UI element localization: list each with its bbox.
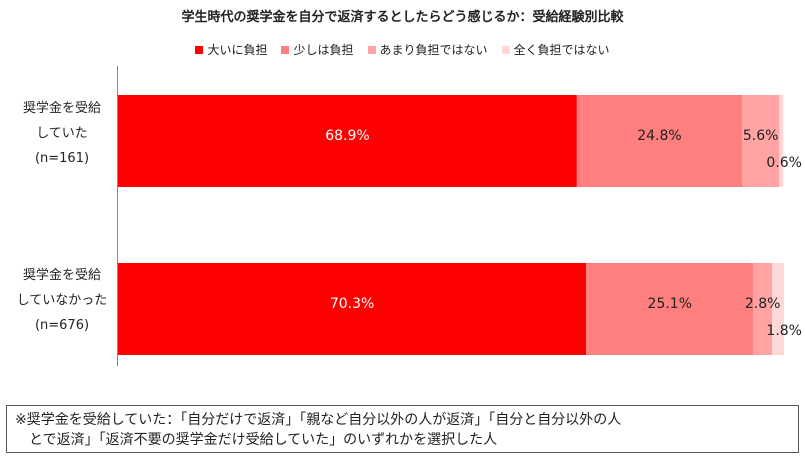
bar-segment-no-burden [779, 95, 784, 187]
data-label-heavy-burden: 70.3% [330, 296, 374, 312]
bar-segment-heavy-burden [118, 95, 577, 187]
chart-plot: 68.9% 24.8% 5.6% 0.6% 70.3% 25.1% 2.8% 1.8% [118, 95, 802, 355]
data-label-some-burden: 24.8% [637, 128, 681, 144]
chart-title: 学生時代の奨学金を自分で返済するとしたらどう感じるか：受給経験別比較 [181, 10, 624, 25]
category-label-line: していた [36, 126, 88, 141]
category-label-received: 奨学金を受給 していた (n=161) [8, 96, 116, 171]
data-label-little-burden: 5.6% [743, 128, 779, 144]
legend: 大いに負担 少しは負担 あまり負担ではない 全く負担ではない [0, 41, 805, 58]
bar-segment-heavy-burden [118, 263, 587, 355]
category-label-line: していなかった [16, 293, 108, 308]
legend-swatch [281, 45, 290, 54]
legend-swatch [501, 45, 510, 54]
legend-swatch [195, 45, 204, 54]
legend-label: 全く負担ではない [513, 43, 610, 57]
bar-segment-little-burden [742, 95, 780, 187]
legend-label: あまり負担ではない [379, 43, 488, 57]
legend-swatch [367, 45, 376, 54]
data-label-some-burden: 25.1% [648, 296, 692, 312]
category-label-not-received: 奨学金を受給 していなかった (n=676) [8, 263, 116, 338]
data-label-heavy-burden: 68.9% [325, 128, 369, 144]
category-label-line: 奨学金を受給 [22, 268, 101, 283]
category-axis-line [117, 66, 118, 366]
bar-segment-no-burden [772, 263, 784, 355]
footnote-line: ※奨学金を受給していた：「自分だけで返済」「親など自分以外の人が返済」「自分と自… [15, 412, 622, 428]
legend-label: 少しは負担 [293, 43, 354, 57]
footnote-line: とで返済」「返済不要の奨学金だけ受給していた」のいずれかを選択した人 [15, 432, 498, 448]
category-label-line: (n=161) [34, 151, 90, 166]
bar-segment-some-burden [586, 263, 754, 355]
legend-item-little-burden: あまり負担ではない [367, 41, 488, 58]
footnote-box: ※奨学金を受給していた：「自分だけで返済」「親など自分以外の人が返済」「自分と自… [6, 405, 799, 453]
category-label-line: 奨学金を受給 [22, 101, 101, 116]
category-label-line: (n=676) [34, 318, 90, 333]
legend-label: 大いに負担 [207, 43, 268, 57]
bar-segment-little-burden [753, 263, 773, 355]
data-label-no-burden: 0.6% [766, 155, 802, 171]
bar-segment-some-burden [576, 95, 743, 187]
legend-item-no-burden: 全く負担ではない [501, 41, 610, 58]
legend-item-heavy-burden: 大いに負担 [195, 41, 267, 58]
legend-item-some-burden: 少しは負担 [281, 41, 354, 58]
data-label-little-burden: 2.8% [745, 296, 781, 312]
data-label-no-burden: 1.8% [766, 323, 802, 339]
